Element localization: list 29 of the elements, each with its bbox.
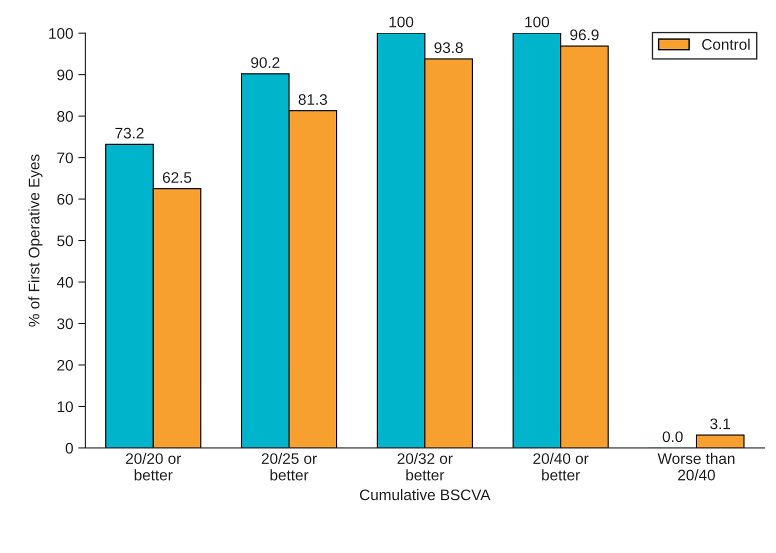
data-label: 100 [525, 16, 550, 28]
y-tick-label: 70 [57, 152, 73, 164]
data-label: 62.5 [162, 172, 192, 183]
x-tick-label: 20/32 or better [398, 452, 453, 480]
data-label: 73.2 [115, 128, 144, 139]
y-tick-label: 0 [66, 442, 73, 454]
legend-label: Control [702, 38, 750, 50]
data-label: 100 [390, 16, 414, 28]
y-tick-label: 30 [57, 318, 73, 330]
y-tick-label: 50 [57, 235, 73, 246]
data-label: 90.2 [251, 57, 280, 68]
data-label: 0.0 [662, 431, 683, 442]
x-tick-label: 20/20 or better [126, 452, 182, 480]
data-label: 96.9 [570, 29, 599, 40]
y-tick-label: 10 [58, 401, 73, 412]
y-axis-title: % of First Operative Eyes [28, 154, 43, 327]
data-label: 93.8 [434, 42, 463, 54]
y-tick-label: 90 [57, 70, 73, 80]
x-tick-label: 20/25 or better [262, 452, 317, 480]
y-tick-label: 60 [57, 194, 73, 205]
x-tick-label: 20/40 or better [533, 452, 588, 480]
y-tick-label: 80 [57, 111, 73, 122]
y-tick-label: 20 [57, 360, 73, 371]
data-label: 81.3 [298, 94, 328, 105]
y-tick-label: 100 [49, 28, 73, 39]
data-label: 3.1 [710, 418, 730, 430]
y-tick-label: 40 [56, 276, 73, 288]
x-axis-title: Cumulative BSCVA [360, 489, 490, 500]
x-tick-label: Worse than 20/40 [658, 452, 734, 480]
